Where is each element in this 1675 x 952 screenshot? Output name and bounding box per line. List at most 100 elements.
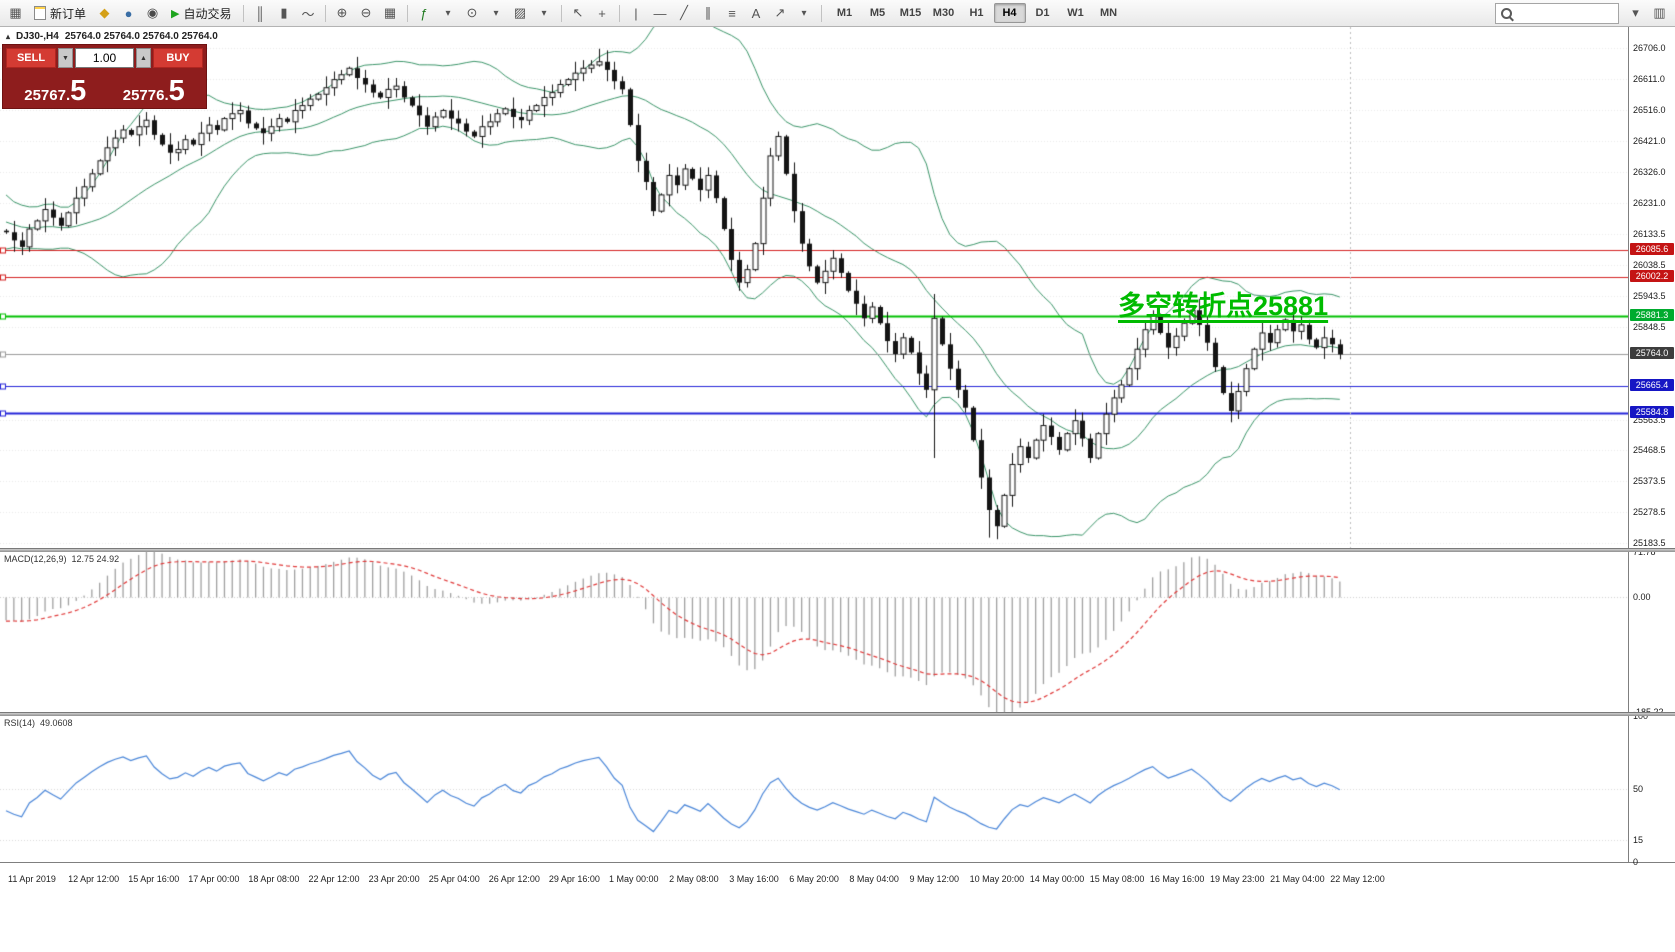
axis-label: 0 [1633, 857, 1639, 867]
timeframe-m1-button[interactable]: M1 [836, 7, 853, 19]
timeframe-mn-button[interactable]: MN [1099, 7, 1118, 19]
toolbar-separator [242, 4, 244, 22]
time-label: 21 May 04:00 [1270, 874, 1325, 884]
play-icon: ▶ [171, 7, 180, 20]
symbol-period-label: DJ30-,H4 [16, 31, 59, 42]
buy-button[interactable]: BUY [153, 48, 203, 68]
buy-price[interactable]: 25776. 5 [105, 71, 204, 107]
price-tag: 25881.3 [1630, 309, 1674, 322]
timeframe-w1-button[interactable]: W1 [1067, 7, 1084, 19]
time-label: 12 Apr 12:00 [68, 874, 120, 884]
timeframe-d1-button[interactable]: D1 [1035, 7, 1050, 19]
auto-trading-button[interactable]: ▶ 自动交易 [165, 3, 237, 24]
trendline-icon[interactable]: ╱ [680, 5, 688, 20]
zoom-in-icon[interactable]: ⊕ [336, 5, 348, 20]
mql-market-icon[interactable]: ◆ [99, 5, 110, 20]
indicators-icon[interactable]: ƒ [420, 5, 428, 21]
main-chart-region: ▴ DJ30-,H4 25764.0 25764.0 25764.0 25764… [0, 27, 1628, 548]
time-label: 11 Apr 2019 [8, 874, 56, 884]
timeframe-m30-button[interactable]: M30 [932, 7, 955, 19]
candlestick-chart-type-icon[interactable]: ▮ [280, 5, 288, 20]
macd-rsi-splitter[interactable] [0, 712, 1675, 716]
timeframe-h4-button[interactable]: H4 [993, 3, 1026, 23]
text-label-icon[interactable]: A [751, 5, 761, 21]
timeframe-m5-button[interactable]: M5 [869, 7, 886, 19]
axis-label: 25278.5 [1633, 507, 1666, 518]
chart-macd-splitter[interactable] [0, 548, 1675, 552]
chart-collapse-icon[interactable]: ▴ [6, 32, 11, 41]
zoom-out-icon[interactable]: ⊖ [360, 5, 372, 20]
crosshair-icon[interactable]: + [598, 5, 606, 21]
line-chart-type-icon[interactable]: 〜 [301, 6, 315, 22]
toolbar-separator [406, 4, 408, 22]
main-chart-canvas[interactable] [0, 27, 1628, 548]
sell-button[interactable]: SELL [6, 48, 56, 68]
arrows-icon[interactable]: ↗ [774, 5, 786, 20]
main-toolbar: ▦ 新订单 ◆ ● ◉ ▶ 自动交易 ║ ▮ 〜 ⊕ ⊖ ▦ ƒ ▾ ⊙ ▾ ▨… [0, 0, 1675, 27]
channel-icon[interactable]: ∥ [704, 5, 712, 20]
volume-increase-button[interactable]: ▲ [136, 48, 151, 68]
rsi-canvas[interactable] [0, 716, 1628, 862]
layout-icon[interactable]: ▥ [1653, 5, 1666, 20]
axis-label: 26133.5 [1633, 229, 1666, 240]
sell-price[interactable]: 25767. 5 [6, 71, 105, 107]
axis-label: 71.78 [1633, 547, 1656, 557]
price-tag: 25665.4 [1630, 379, 1674, 392]
axis-label: 0.00 [1633, 591, 1651, 602]
community-icon[interactable]: ◉ [146, 5, 159, 20]
axis-label: 26516.0 [1633, 105, 1666, 116]
time-axis[interactable]: 11 Apr 2019 12 Apr 12:00 15 Apr 16:00 17 Ap… [0, 862, 1675, 952]
axis-label: 26611.0 [1633, 74, 1665, 85]
cursor-icon[interactable]: ↖ [572, 5, 584, 20]
timeframe-h1-button[interactable]: H1 [969, 7, 984, 19]
price-axis-column[interactable]: 26706.0 26611.0 26516.0 26421.0 26326.0 26231… [1628, 27, 1675, 867]
objects-dropdown-icon[interactable]: ▾ [493, 7, 499, 19]
axis-label: 25183.5 [1633, 537, 1666, 548]
new-order-icon [34, 6, 46, 20]
bar-chart-type-icon[interactable]: ║ [255, 5, 265, 21]
turning-point-annotation[interactable]: 多空转折点25881 [1118, 291, 1329, 321]
shapes-dropdown-icon[interactable]: ▾ [801, 7, 807, 19]
toolbar-separator [618, 4, 620, 22]
ohlc-values: 25764.0 25764.0 25764.0 25764.0 [64, 31, 218, 42]
macd-values: 12.75 24.92 [71, 554, 120, 564]
rsi-values: 49.0608 [40, 718, 73, 728]
axis-label: 26706.0 [1633, 43, 1666, 54]
axis-label: 100 [1633, 711, 1649, 721]
new-order-button[interactable]: 新订单 [28, 3, 92, 24]
templates-icon[interactable]: ▨ [513, 5, 527, 20]
profile-icon[interactable]: ● [124, 5, 133, 21]
templates-dropdown-icon[interactable]: ▾ [541, 7, 547, 19]
axis-label: 25563.5 [1633, 414, 1666, 425]
symbol-search[interactable] [1495, 2, 1619, 24]
time-label: 14 May 00:00 [1029, 874, 1085, 884]
new-chart-icon[interactable]: ▦ [9, 5, 22, 20]
horizontal-line-icon[interactable]: — [653, 5, 667, 21]
vertical-line-icon[interactable]: | [634, 5, 638, 21]
axis-label: 25943.5 [1633, 291, 1666, 302]
axis-label: 26231.0 [1633, 197, 1666, 208]
fibonacci-icon[interactable]: ≡ [728, 5, 736, 21]
volume-decrease-button[interactable]: ▼ [58, 48, 73, 68]
volume-input[interactable] [75, 48, 134, 68]
buy-price-main: 25776. [122, 87, 169, 104]
search-input[interactable] [1517, 6, 1613, 20]
help-dropdown-icon[interactable]: ▾ [1632, 5, 1639, 20]
time-label: 23 Apr 20:00 [368, 874, 420, 884]
objects-icon[interactable]: ⊙ [466, 5, 478, 20]
time-label: 19 May 23:00 [1210, 874, 1265, 884]
time-label: 29 Apr 16:00 [548, 874, 600, 884]
price-tag: 25764.0 [1630, 347, 1674, 360]
toolbar-separator [560, 4, 562, 22]
sell-price-main: 25767. [24, 87, 71, 104]
buy-price-big: 5 [168, 75, 185, 107]
indicators-dropdown-icon[interactable]: ▾ [445, 7, 451, 19]
sell-price-big: 5 [70, 75, 87, 107]
time-label: 16 May 16:00 [1149, 874, 1205, 884]
time-label: 26 Apr 12:00 [488, 874, 540, 884]
time-label: 9 May 12:00 [909, 874, 960, 884]
timeframe-m15-button[interactable]: M15 [899, 7, 922, 19]
macd-canvas[interactable] [0, 552, 1628, 712]
tile-windows-icon[interactable]: ▦ [383, 5, 397, 20]
axis-label: 26421.0 [1633, 136, 1666, 146]
